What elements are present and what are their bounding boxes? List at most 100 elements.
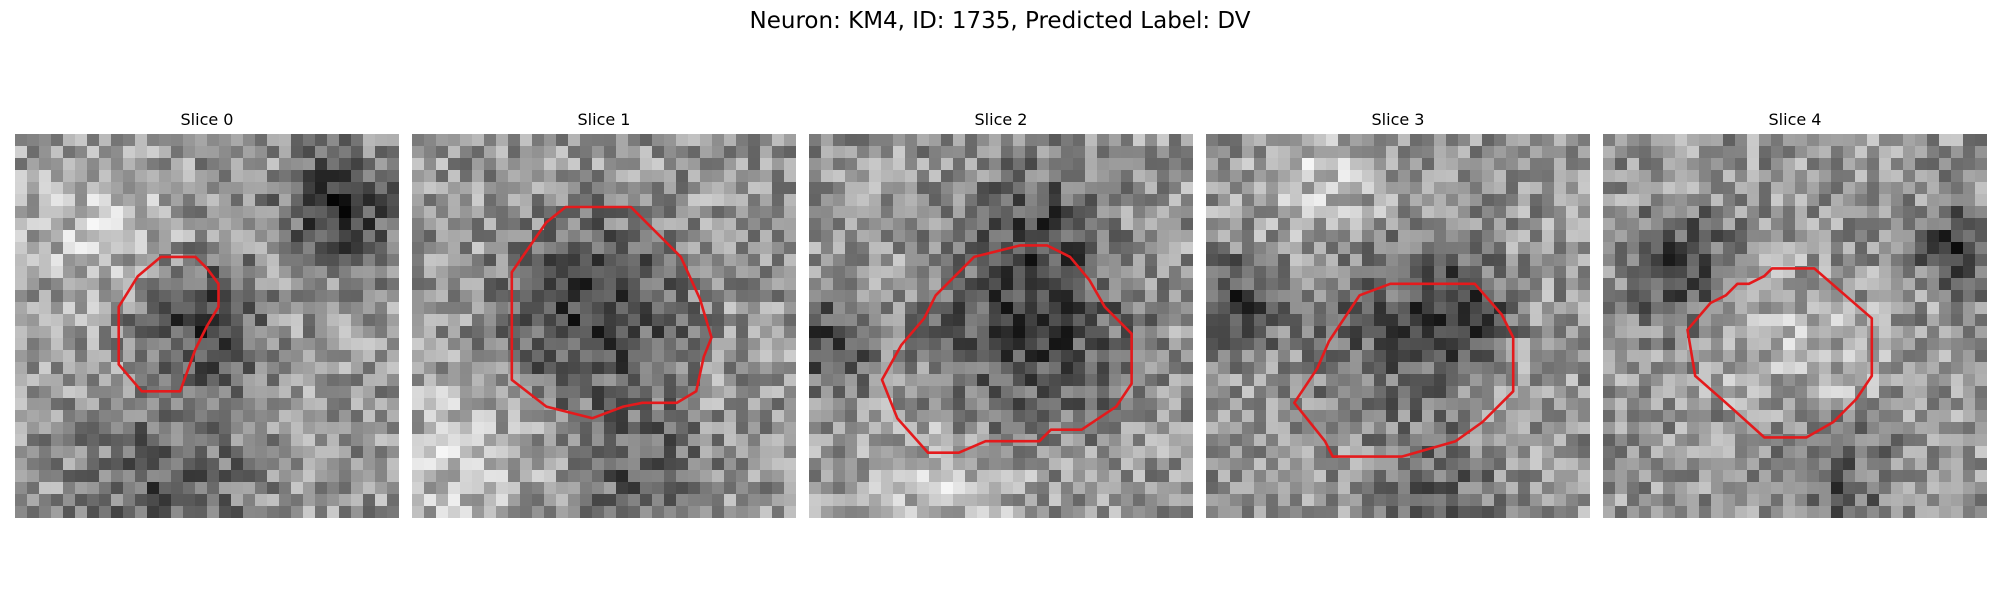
image-pixel — [917, 506, 929, 518]
image-pixel — [231, 326, 243, 338]
image-pixel — [1759, 458, 1771, 470]
image-pixel — [303, 374, 315, 386]
image-pixel — [387, 446, 399, 458]
image-pixel — [760, 350, 772, 362]
image-pixel — [1663, 290, 1675, 302]
image-pixel — [219, 398, 231, 410]
image-pixel — [1398, 230, 1410, 242]
image-pixel — [1085, 326, 1097, 338]
image-pixel — [315, 242, 327, 254]
image-pixel — [1073, 158, 1085, 170]
image-pixel — [1891, 338, 1903, 350]
image-pixel — [1218, 302, 1230, 314]
image-pixel — [628, 134, 640, 146]
image-pixel — [412, 170, 424, 182]
image-pixel — [1554, 410, 1566, 422]
image-pixel — [1073, 218, 1085, 230]
image-pixel — [905, 458, 917, 470]
image-pixel — [1434, 134, 1446, 146]
image-pixel — [484, 170, 496, 182]
image-pixel — [664, 290, 676, 302]
image-pixel — [123, 134, 135, 146]
image-pixel — [424, 230, 436, 242]
image-pixel — [1218, 362, 1230, 374]
image-pixel — [1037, 302, 1049, 314]
image-pixel — [327, 302, 339, 314]
image-pixel — [171, 146, 183, 158]
image-pixel — [1891, 206, 1903, 218]
image-pixel — [784, 206, 796, 218]
image-pixel — [1699, 290, 1711, 302]
image-pixel — [977, 470, 989, 482]
image-pixel — [821, 194, 833, 206]
image-pixel — [640, 422, 652, 434]
image-pixel — [1434, 230, 1446, 242]
image-pixel — [1109, 386, 1121, 398]
image-pixel — [700, 158, 712, 170]
image-pixel — [1747, 170, 1759, 182]
image-pixel — [1049, 458, 1061, 470]
image-pixel — [63, 302, 75, 314]
image-pixel — [339, 182, 351, 194]
image-pixel — [1494, 158, 1506, 170]
image-pixel — [1759, 326, 1771, 338]
image-pixel — [351, 194, 363, 206]
image-pixel — [1386, 482, 1398, 494]
image-pixel — [123, 230, 135, 242]
image-pixel — [520, 338, 532, 350]
image-pixel — [640, 410, 652, 422]
image-pixel — [1470, 386, 1482, 398]
image-pixel — [363, 506, 375, 518]
image-pixel — [195, 386, 207, 398]
image-pixel — [941, 362, 953, 374]
image-pixel — [159, 290, 171, 302]
image-pixel — [1639, 386, 1651, 398]
image-pixel — [412, 302, 424, 314]
image-pixel — [809, 374, 821, 386]
image-pixel — [63, 362, 75, 374]
image-pixel — [1627, 266, 1639, 278]
image-pixel — [171, 362, 183, 374]
image-pixel — [1218, 230, 1230, 242]
image-pixel — [532, 266, 544, 278]
image-pixel — [1735, 254, 1747, 266]
image-pixel — [556, 506, 568, 518]
image-pixel — [75, 494, 87, 506]
image-pixel — [1254, 506, 1266, 518]
image-pixel — [1891, 182, 1903, 194]
image-pixel — [556, 290, 568, 302]
image-pixel — [159, 434, 171, 446]
image-pixel — [51, 134, 63, 146]
image-pixel — [1386, 338, 1398, 350]
image-pixel — [1398, 458, 1410, 470]
image-pixel — [869, 266, 881, 278]
image-pixel — [977, 350, 989, 362]
image-pixel — [1242, 458, 1254, 470]
image-pixel — [63, 374, 75, 386]
image-pixel — [917, 386, 929, 398]
image-pixel — [1771, 314, 1783, 326]
image-pixel — [1218, 482, 1230, 494]
image-pixel — [496, 218, 508, 230]
image-pixel — [424, 458, 436, 470]
image-pixel — [1145, 422, 1157, 434]
image-pixel — [1819, 182, 1831, 194]
image-pixel — [412, 362, 424, 374]
image-pixel — [712, 410, 724, 422]
image-pixel — [929, 278, 941, 290]
image-pixel — [1831, 254, 1843, 266]
image-pixel — [833, 290, 845, 302]
image-pixel — [1157, 434, 1169, 446]
image-pixel — [351, 410, 363, 422]
image-pixel — [1398, 194, 1410, 206]
image-pixel — [700, 134, 712, 146]
image-pixel — [1482, 254, 1494, 266]
image-pixel — [1001, 374, 1013, 386]
image-pixel — [1915, 218, 1927, 230]
image-pixel — [1951, 398, 1963, 410]
image-pixel — [568, 482, 580, 494]
image-pixel — [436, 386, 448, 398]
image-pixel — [1374, 242, 1386, 254]
image-pixel — [1266, 446, 1278, 458]
image-pixel — [1687, 170, 1699, 182]
